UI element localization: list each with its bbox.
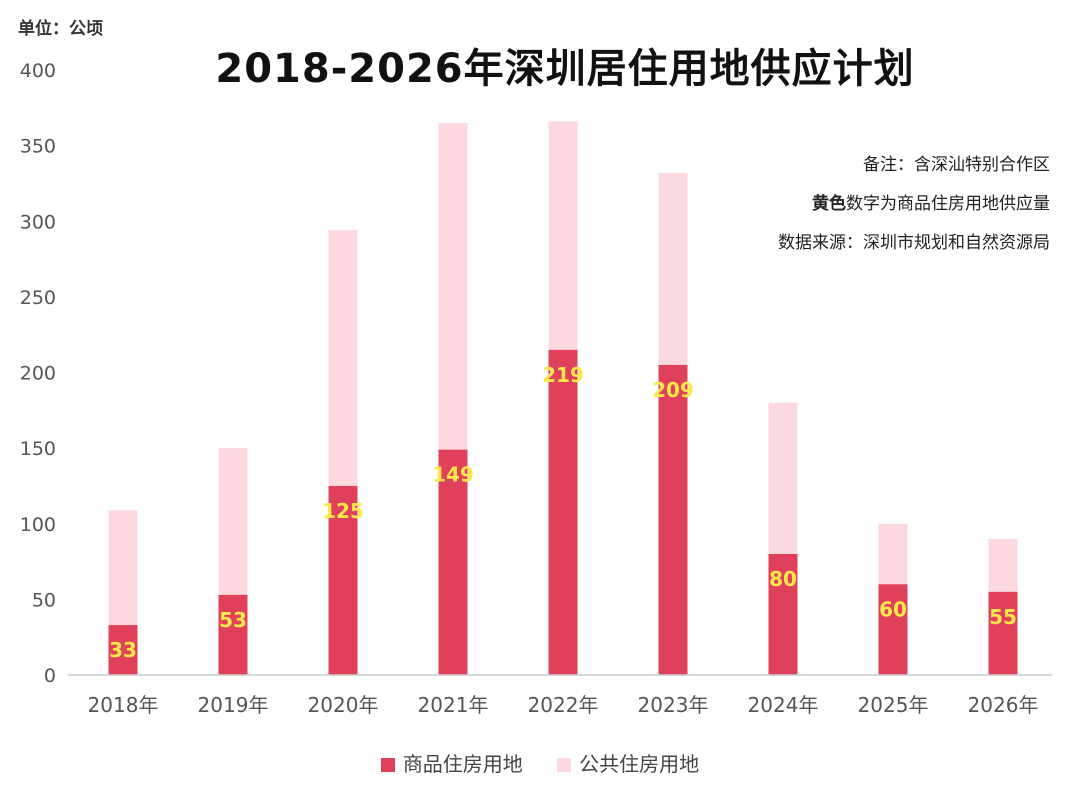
data-label-commercial: 149 [432, 463, 474, 487]
legend-swatch-public [557, 758, 572, 772]
data-labels: 33 53 125 149 219 209 80 60 55 [109, 363, 1017, 662]
bar-public-housing [548, 121, 578, 350]
data-label-commercial: 209 [652, 378, 694, 402]
note-yellow-bold: 黄色 [812, 194, 846, 214]
data-label-commercial: 60 [879, 597, 907, 621]
data-label-commercial: 80 [769, 567, 797, 591]
x-tick-label: 2026年 [968, 693, 1039, 717]
bar-public-housing [768, 402, 798, 554]
legend-swatch-commercial [380, 758, 395, 772]
y-tick-label: 350 [20, 136, 56, 158]
bar-public-housing [108, 510, 138, 626]
x-tick-label: 2020年 [308, 693, 379, 717]
x-tick-label: 2021年 [418, 693, 489, 717]
bar-public-housing [328, 230, 358, 486]
note-yellow-rest: 数字为商品住房用地供应量 [846, 194, 1050, 214]
x-tick-label: 2022年 [528, 693, 599, 717]
chart-title: 2018-2026年深圳居住用地供应计划 [215, 46, 915, 92]
legend: 商品住房用地 公共住房用地 [0, 748, 1080, 777]
bar-public-housing [988, 538, 1018, 592]
data-label-commercial: 219 [542, 363, 584, 387]
legend-label-public: 公共住房用地 [579, 752, 700, 776]
note-source: 数据来源：深圳市规划和自然资源局 [778, 233, 1050, 253]
y-tick-label: 100 [20, 514, 56, 536]
x-tick-label: 2018年 [88, 693, 159, 717]
note-yellow: 黄色数字为商品住房用地供应量 [778, 185, 1050, 224]
legend-item-commercial: 商品住房用地 [380, 748, 523, 777]
data-label-commercial: 33 [109, 638, 137, 662]
y-tick-label: 200 [20, 363, 56, 385]
bar-commercial-housing [988, 591, 1018, 675]
bar-commercial-housing [548, 349, 578, 675]
y-tick-label: 150 [20, 438, 56, 460]
x-tick-label: 2024年 [748, 693, 819, 717]
x-tick-label: 2019年 [198, 693, 269, 717]
bars [108, 121, 1018, 675]
note-scope: 备注：含深汕特别合作区 [863, 155, 1050, 175]
y-tick-label: 300 [20, 211, 56, 233]
data-label-commercial: 55 [989, 605, 1017, 629]
bar-commercial-housing [328, 485, 358, 675]
notes-block: 备注：含深汕特别合作区 黄色数字为商品住房用地供应量 数据来源：深圳市规划和自然… [778, 146, 1050, 263]
data-label-commercial: 125 [322, 499, 364, 523]
y-tick-label: 250 [20, 287, 56, 309]
legend-label-commercial: 商品住房用地 [402, 752, 523, 776]
bar-public-housing [438, 122, 468, 450]
bar-commercial-housing [108, 625, 138, 675]
y-tick-label: 400 [20, 60, 56, 82]
bar-commercial-housing [658, 364, 688, 675]
bar-public-housing [218, 448, 248, 595]
bar-public-housing [878, 523, 908, 585]
bar-commercial-housing [878, 584, 908, 675]
bar-commercial-housing [768, 554, 798, 675]
y-tick-label: 0 [44, 665, 56, 687]
bar-public-housing [658, 172, 688, 365]
y-axis: 0 50 100 150 200 250 300 350 400 [20, 60, 56, 687]
y-tick-label: 50 [32, 589, 56, 611]
x-tick-label: 2023年 [638, 693, 709, 717]
legend-item-public: 公共住房用地 [557, 748, 699, 777]
bar-commercial-housing [218, 594, 248, 675]
bar-commercial-housing [438, 449, 468, 675]
x-tick-label: 2025年 [858, 693, 929, 717]
data-label-commercial: 53 [219, 608, 247, 632]
x-axis: 2018年 2019年 2020年 2021年 2022年 2023年 2024年 2025年… [68, 674, 1052, 717]
unit-label: 单位：公顷 [18, 19, 103, 39]
